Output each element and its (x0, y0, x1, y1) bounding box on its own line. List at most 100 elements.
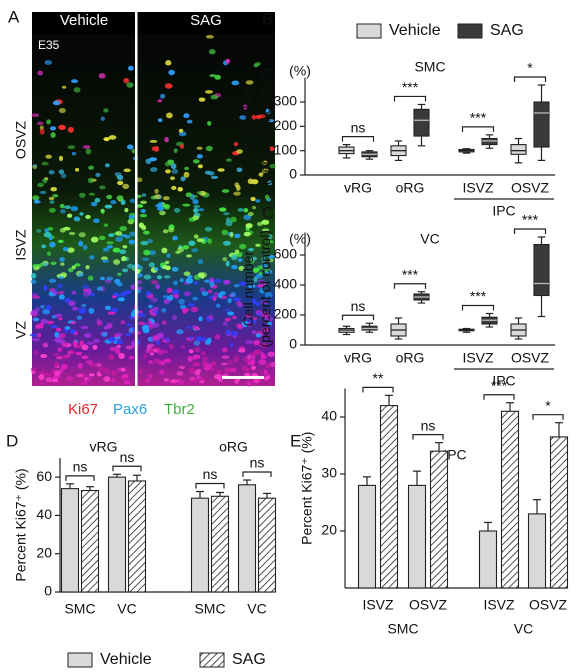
cell (193, 340, 201, 346)
cell (179, 278, 184, 283)
cell (82, 145, 91, 149)
cell (222, 240, 231, 246)
x-tick-label: ISVZ (462, 180, 494, 196)
cell (36, 229, 42, 233)
significance-bracket (341, 314, 375, 321)
cell (197, 258, 204, 265)
cell (120, 199, 126, 206)
cell (178, 128, 184, 133)
cell (64, 205, 71, 209)
cell (50, 187, 57, 192)
group-label: IPC (492, 203, 515, 219)
cell (178, 365, 186, 369)
x-tick-label: OSVZ (511, 350, 550, 366)
cell (239, 243, 247, 250)
cell (90, 201, 98, 207)
cell (188, 367, 196, 374)
cell (52, 194, 59, 198)
cell (185, 192, 192, 198)
cell (269, 146, 275, 151)
cell (163, 275, 171, 279)
cell (58, 275, 64, 280)
cell (252, 317, 258, 321)
cell (30, 310, 38, 315)
cell (207, 171, 215, 176)
cell (108, 233, 115, 238)
cell (159, 369, 165, 375)
bar (379, 405, 399, 589)
cell (57, 290, 65, 295)
column-label: SAG (190, 12, 222, 29)
cell (93, 218, 100, 223)
cell (85, 214, 91, 219)
cell (231, 254, 238, 261)
significance-bracket (195, 482, 225, 489)
cell (96, 371, 101, 377)
cell (60, 209, 66, 214)
cell (58, 169, 65, 175)
cell (184, 166, 189, 171)
cell (200, 351, 207, 356)
significance-label: *** (402, 79, 419, 95)
cell (177, 378, 182, 384)
cell (157, 201, 164, 206)
cell (225, 58, 230, 64)
cell (49, 200, 55, 204)
cell (53, 352, 60, 357)
cell (210, 94, 219, 100)
x-tick-label: oRG (396, 180, 425, 196)
cell (71, 265, 77, 270)
chart-title: SMC (414, 59, 445, 75)
cell (128, 327, 134, 334)
cell (34, 199, 39, 204)
y-axis-label: Cell number (240, 251, 256, 327)
cell (167, 159, 175, 165)
group-label: VC (514, 621, 533, 637)
cell (157, 332, 164, 338)
cell (87, 275, 94, 281)
cell (140, 200, 147, 204)
cell (188, 336, 194, 340)
cell (253, 349, 262, 355)
cell (251, 365, 256, 370)
cell (38, 374, 45, 380)
cell (85, 376, 92, 381)
cell (72, 340, 78, 347)
cell (262, 228, 270, 232)
cell (203, 367, 211, 371)
bar (190, 497, 210, 593)
cell (32, 264, 39, 268)
cell (67, 145, 76, 150)
x-tick-label: VC (117, 601, 136, 617)
cell (193, 347, 201, 353)
y-tick-label: 20 (36, 544, 52, 560)
cell (251, 256, 257, 261)
x-tick-label: SMC (64, 601, 95, 617)
cell (93, 338, 100, 343)
cell (102, 247, 110, 252)
cell (149, 139, 158, 143)
cell (245, 223, 253, 229)
cell (46, 304, 52, 311)
x-tick-label: SMC (194, 601, 225, 617)
cell (170, 379, 177, 383)
cell (68, 300, 76, 307)
cell (193, 354, 201, 359)
cell (53, 361, 59, 368)
cell (171, 185, 177, 190)
cell (251, 179, 259, 185)
cell (100, 116, 106, 121)
cell (128, 215, 136, 219)
y-tick-label: 40 (36, 506, 52, 522)
cell (36, 121, 44, 126)
cell (116, 282, 123, 287)
cell (170, 163, 177, 170)
cell (215, 303, 221, 308)
cell (205, 145, 213, 152)
significance-bracket (412, 434, 444, 440)
cell (58, 294, 65, 300)
cell (32, 295, 41, 299)
cell (265, 194, 270, 200)
cell (233, 142, 239, 147)
cell (55, 327, 62, 332)
